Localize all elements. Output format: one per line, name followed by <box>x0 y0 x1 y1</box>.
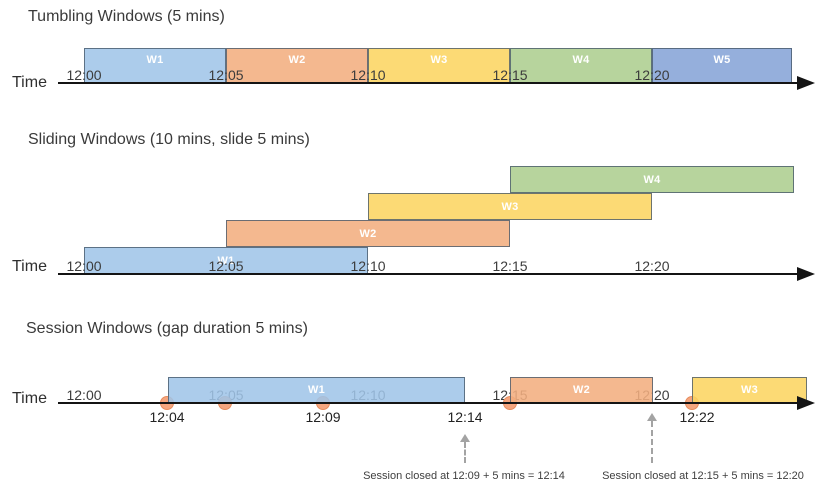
window-label: W2 <box>572 384 591 396</box>
event-time-label: 12:04 <box>149 409 185 425</box>
sliding-w1-bar: W1 <box>84 247 368 274</box>
axis-arrowhead-icon <box>797 76 815 90</box>
session-closed-annotation: Session closed at 12:09 + 5 mins = 12:14 <box>363 470 565 482</box>
window-label: W3 <box>501 200 519 213</box>
time-axis-label: Time <box>12 258 47 275</box>
tumbling-w5-bar: W5 <box>652 48 792 83</box>
window-label: W1 <box>307 384 326 396</box>
dashed-arrow-up-icon <box>647 413 657 421</box>
time-axis-line <box>58 273 800 275</box>
window-label: W1 <box>217 254 235 267</box>
tumbling-w4-bar: W4 <box>510 48 652 83</box>
dashed-arrow-line <box>651 421 653 463</box>
time-axis-label: Time <box>12 74 47 91</box>
tick-label: 12:20 <box>634 258 670 274</box>
window-label: W2 <box>288 54 306 66</box>
window-label: W2 <box>359 227 377 240</box>
window-label: W3 <box>430 54 448 66</box>
window-label: W4 <box>572 54 590 66</box>
event-time-label: 12:09 <box>305 409 341 425</box>
dashed-arrow-up-icon <box>460 434 470 442</box>
sliding-w2-bar: W2 <box>226 220 510 247</box>
dashed-arrow-line <box>464 442 466 463</box>
session-w3-bar: W3 <box>692 377 807 403</box>
window-label: W1 <box>146 54 164 66</box>
tick-label: 12:10 <box>350 258 386 274</box>
session-w2-bar: W2 <box>510 377 653 403</box>
time-axis-label: Time <box>12 390 47 407</box>
tumbling-w3-bar: W3 <box>368 48 510 83</box>
time-axis-line <box>58 82 800 84</box>
tumbling-w1-bar: W1 <box>84 48 226 83</box>
window-label: W3 <box>740 384 759 396</box>
tick-label: 12:00 <box>66 258 102 274</box>
session-w1-bar: W1 <box>168 377 465 403</box>
tick-label: 12:00 <box>66 67 102 83</box>
tick-label: 12:15 <box>492 258 528 274</box>
tick-label: 12:05 <box>208 67 244 83</box>
sliding-w3-bar: W3 <box>368 193 652 220</box>
tick-label: 12:00 <box>66 387 102 403</box>
section-title-tumbling: Tumbling Windows (5 mins) <box>28 8 225 25</box>
window-label: W4 <box>643 173 661 186</box>
axis-arrowhead-icon <box>797 267 815 281</box>
event-time-label: 12:14 <box>447 409 483 425</box>
section-title-session: Session Windows (gap duration 5 mins) <box>26 320 308 337</box>
tick-label: 12:15 <box>492 67 528 83</box>
session-closed-annotation: Session closed at 12:15 + 5 mins = 12:20 <box>602 470 804 482</box>
window-label: W5 <box>713 54 731 66</box>
time-axis-line <box>58 402 800 404</box>
tick-label: 12:05 <box>208 258 244 274</box>
axis-arrowhead-icon <box>797 396 815 410</box>
tick-label: 12:10 <box>350 67 386 83</box>
sliding-w4-bar: W4 <box>510 166 794 193</box>
tick-label: 12:20 <box>634 67 670 83</box>
section-title-sliding: Sliding Windows (10 mins, slide 5 mins) <box>28 131 310 148</box>
event-time-label: 12:22 <box>679 409 715 425</box>
tumbling-w2-bar: W2 <box>226 48 368 83</box>
